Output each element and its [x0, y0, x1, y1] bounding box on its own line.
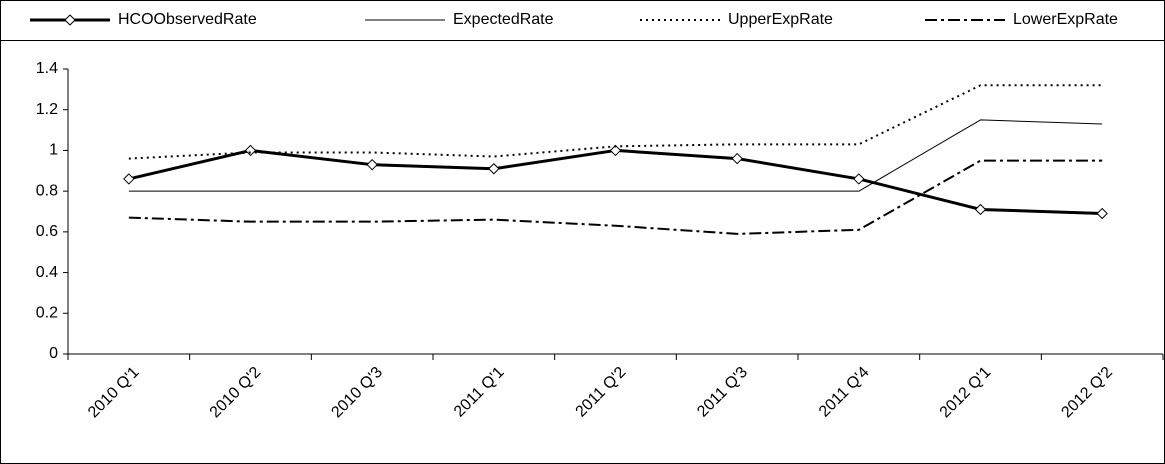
data-point	[366, 158, 378, 171]
y-tick-label: 0.8	[36, 182, 58, 199]
data-point	[123, 173, 135, 185]
legend-label: ExpectedRate	[453, 11, 554, 28]
data-point	[731, 152, 743, 165]
data-point	[974, 203, 987, 216]
legend-marker	[64, 14, 76, 26]
y-tick-label: 1	[49, 142, 58, 159]
y-tick-label: 0	[49, 345, 58, 362]
y-tick-label: 0.4	[36, 264, 58, 281]
legend-label: HCOObservedRate	[118, 11, 257, 28]
data-point	[609, 144, 622, 157]
series-line	[128, 159, 1103, 235]
data-point	[244, 144, 257, 157]
legend-label: UpperExpRate	[728, 11, 833, 28]
y-tick-label: 1.4	[36, 60, 58, 77]
y-tick-label: 0.2	[36, 305, 58, 322]
legend-label: LowerExpRate	[1013, 11, 1118, 28]
series-line	[128, 84, 1103, 160]
data-point	[488, 163, 500, 175]
data-point	[1096, 207, 1108, 220]
series-line	[128, 119, 1103, 192]
data-point	[853, 173, 865, 185]
y-tick-label: 0.6	[36, 223, 58, 240]
y-tick-label: 1.2	[36, 101, 58, 118]
